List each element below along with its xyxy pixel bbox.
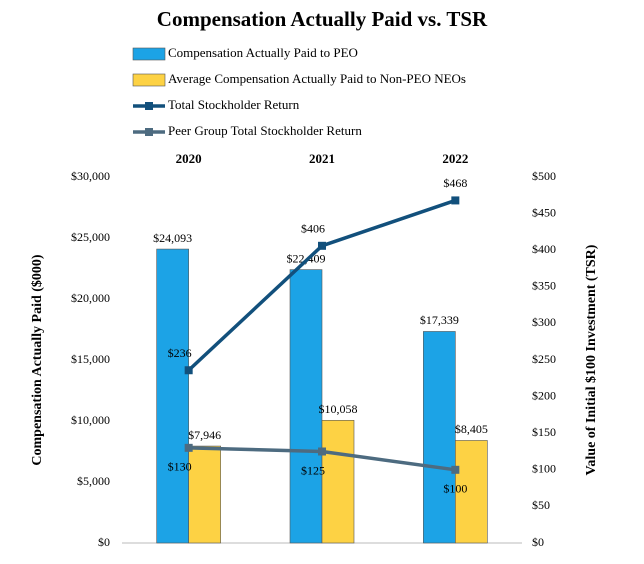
category-label: 2020 (176, 151, 202, 166)
data-label: $100 (443, 482, 467, 496)
y2-tick-label: $500 (532, 169, 556, 183)
bar (188, 445, 221, 544)
y2-tick-label: $250 (532, 352, 556, 366)
data-label: $406 (301, 222, 325, 236)
data-label: $24,093 (153, 231, 192, 245)
legend-swatch (132, 47, 166, 61)
data-label: $10,058 (319, 402, 358, 416)
marker (318, 447, 326, 456)
y-tick-label: $25,000 (71, 230, 110, 244)
marker (184, 366, 193, 375)
y-tick-label: $0 (98, 535, 110, 549)
category-label: 2021 (309, 151, 335, 166)
category-label: 2022 (442, 151, 468, 166)
marker (184, 443, 193, 452)
bar (156, 248, 189, 544)
legend-marker (145, 102, 153, 110)
legend-swatch (132, 73, 166, 87)
legend-label: Peer Group Total Stockholder Return (168, 123, 362, 138)
y-tick-label: $10,000 (71, 413, 110, 427)
data-label: $125 (301, 463, 325, 477)
y-tick-label: $20,000 (71, 291, 110, 305)
legend-marker (145, 128, 153, 136)
y2-tick-label: $100 (532, 462, 556, 476)
bar (289, 269, 323, 544)
marker (451, 465, 460, 474)
marker (451, 196, 460, 205)
y-axis-label: Compensation Actually Paid ($000) (30, 254, 45, 466)
bar (423, 331, 456, 544)
legend-label: Compensation Actually Paid to PEO (168, 45, 358, 60)
data-label: $468 (443, 176, 467, 190)
y2-tick-label: $200 (532, 388, 556, 402)
data-label: $17,339 (420, 313, 459, 327)
bar (321, 419, 355, 544)
y2-tick-label: $50 (532, 498, 550, 512)
y2-axis-label: Value of Initial $100 Investment (TSR) (584, 244, 599, 475)
chart-title: Compensation Actually Paid vs. TSR (157, 7, 488, 31)
data-label: $7,946 (188, 428, 221, 442)
y2-tick-label: $150 (532, 425, 556, 439)
y2-tick-label: $0 (532, 535, 544, 549)
marker (318, 241, 326, 250)
y2-tick-label: $450 (532, 205, 556, 219)
y-tick-label: $30,000 (71, 169, 110, 183)
y2-tick-label: $300 (532, 315, 556, 329)
data-label: $8,405 (455, 422, 488, 436)
bar (455, 440, 488, 544)
data-label: $236 (168, 346, 192, 360)
y-tick-label: $15,000 (71, 352, 110, 366)
legend-label: Total Stockholder Return (168, 97, 300, 112)
y2-tick-label: $350 (532, 279, 556, 293)
legend-label: Average Compensation Actually Paid to No… (168, 71, 466, 86)
y2-tick-label: $400 (532, 242, 556, 256)
data-label: $130 (168, 460, 192, 474)
y-tick-label: $5,000 (77, 474, 110, 488)
